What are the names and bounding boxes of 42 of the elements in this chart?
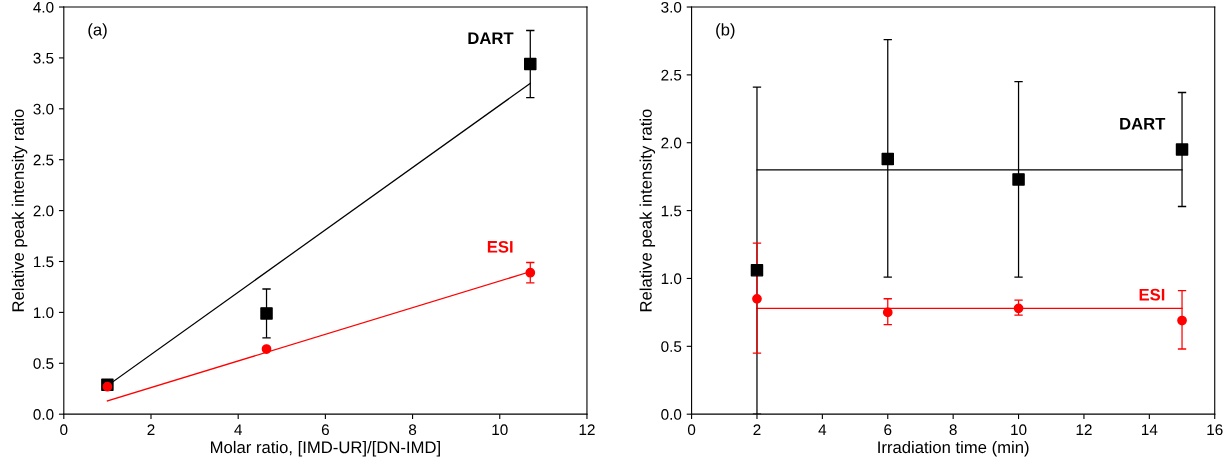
x-axis-title: Molar ratio, [IMD-UR]/[DN-IMD] xyxy=(211,440,440,457)
y-axis-title: Relative peak intensity ratio xyxy=(11,109,28,312)
x-tick-label: 8 xyxy=(408,424,417,436)
y-tick-label: 0.5 xyxy=(661,341,682,353)
y-tick-label: 0.5 xyxy=(33,358,54,369)
y-tick-label: 3.5 xyxy=(33,52,54,64)
x-tick-label: 2 xyxy=(753,424,761,435)
x-axis-title: Irradiation time (min) xyxy=(878,440,1029,457)
series-label: DART xyxy=(1120,117,1166,130)
x-tick-label: 10 xyxy=(1011,424,1027,436)
text: (a) xyxy=(88,23,107,39)
series-label: ESI xyxy=(1139,288,1165,301)
y-tick-label: 1.0 xyxy=(34,307,54,319)
text: (b) xyxy=(716,23,735,39)
series-label: DART xyxy=(468,32,514,44)
y-axis-title: Relative peak intensity ratio xyxy=(639,109,656,312)
y-tick-label: 0.0 xyxy=(661,409,682,420)
y-tick-label: 2.5 xyxy=(661,69,682,81)
y-tick-label: 2.5 xyxy=(33,154,54,166)
x-tick-label: 8 xyxy=(949,424,957,436)
series-label: ESI xyxy=(487,240,513,253)
x-tick-label: 6 xyxy=(321,424,329,436)
y-tick-label: 1.5 xyxy=(661,205,682,217)
x-tick-label: 12 xyxy=(579,424,595,435)
y-tick-label: 2.0 xyxy=(33,205,54,217)
x-tick-label: 12 xyxy=(1076,424,1092,435)
y-tick-label: 4.0 xyxy=(33,1,54,13)
x-tick-label: 0 xyxy=(60,424,68,436)
y-tick-label: 2.0 xyxy=(661,137,682,149)
x-tick-label: 0 xyxy=(687,424,696,436)
x-tick-label: 2 xyxy=(147,424,155,435)
x-tick-label: 10 xyxy=(492,424,508,436)
y-tick-label: 3.0 xyxy=(661,1,682,13)
y-tick-label: 0.0 xyxy=(33,409,54,420)
y-tick-label: 1.5 xyxy=(34,256,54,268)
x-tick-label: 16 xyxy=(1207,424,1223,436)
x-tick-label: 4 xyxy=(818,424,827,435)
y-tick-label: 1.0 xyxy=(661,273,682,285)
x-tick-label: 6 xyxy=(884,424,892,436)
x-tick-label: 4 xyxy=(234,424,242,435)
x-tick-label: 14 xyxy=(1142,424,1158,435)
y-tick-label: 3.0 xyxy=(33,103,54,115)
